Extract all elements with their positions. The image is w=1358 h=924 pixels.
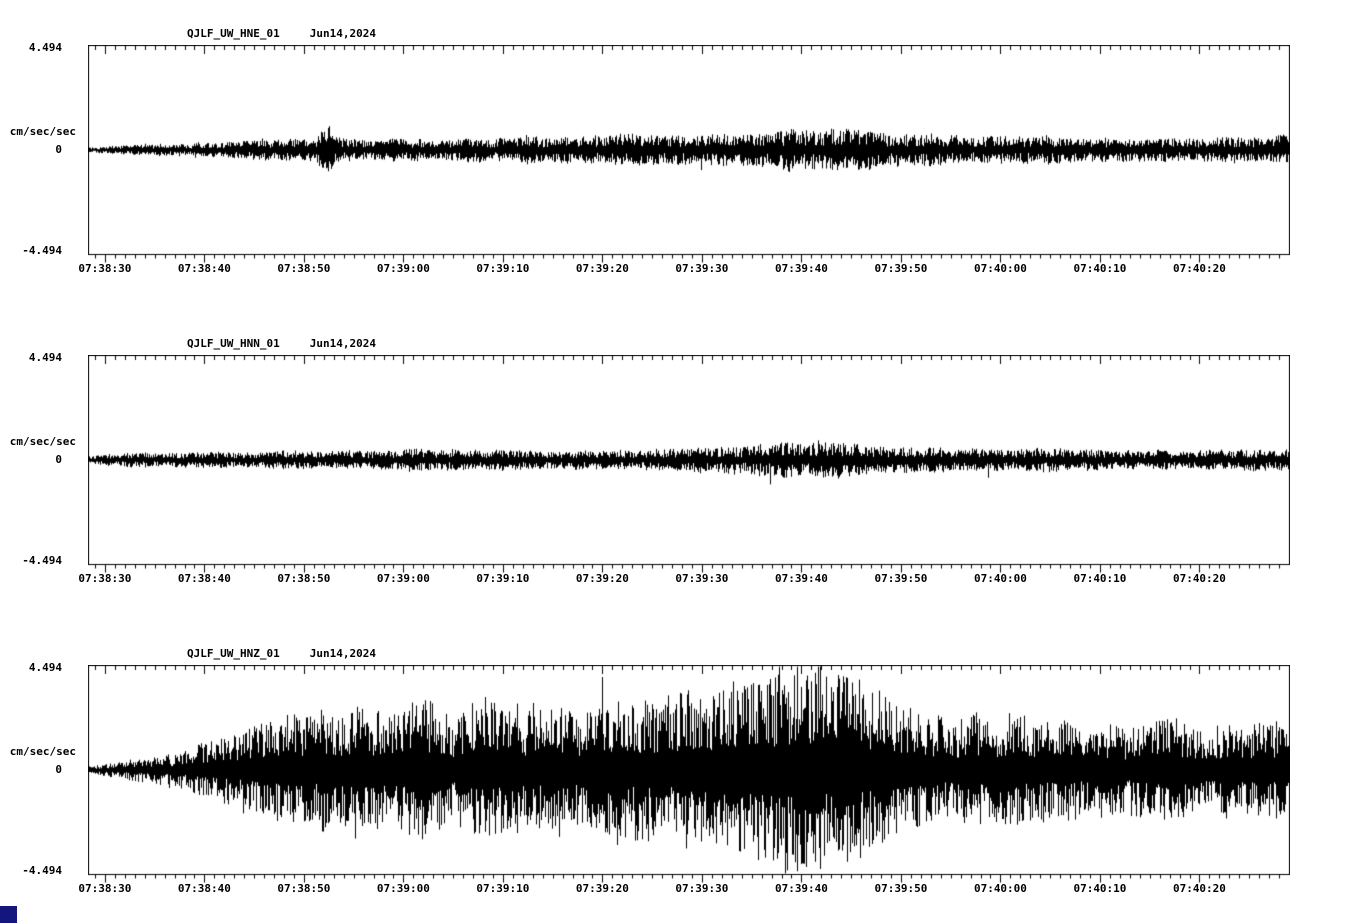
x-tick-label: 07:40:20 xyxy=(1172,882,1226,895)
y-axis-zero-label: 0 xyxy=(55,763,62,776)
x-tick-label: 07:40:20 xyxy=(1172,262,1226,275)
panel-title-row: QJLF_UW_HNN_01 Jun14,2024 xyxy=(187,337,376,350)
x-axis-tick-labels: 07:38:30 07:38:40 07:38:50 07:39:00 07:39:10… xyxy=(78,882,1290,896)
x-tick-label: 07:39:30 xyxy=(675,882,729,895)
x-tick-label: 07:38:30 xyxy=(78,882,132,895)
x-tick-label: 07:39:40 xyxy=(774,572,828,585)
x-axis-tick-labels: 07:38:30 07:38:40 07:38:50 07:39:00 07:39:10… xyxy=(78,262,1290,276)
waveform-canvas-hne xyxy=(88,45,1290,267)
x-tick-label: 07:38:40 xyxy=(177,572,231,585)
x-tick-label: 07:40:10 xyxy=(1073,572,1127,585)
y-axis-unit-label: cm/sec/sec xyxy=(9,435,76,448)
x-tick-label: 07:40:00 xyxy=(973,262,1027,275)
x-tick-label: 07:39:00 xyxy=(376,882,430,895)
waveform-canvas-hnn xyxy=(88,355,1290,577)
panel-title-row: QJLF_UW_HNE_01 Jun14,2024 xyxy=(187,27,376,40)
panel-title-row: QJLF_UW_HNZ_01 Jun14,2024 xyxy=(187,647,376,660)
x-tick-label: 07:39:20 xyxy=(575,882,629,895)
x-tick-label: 07:38:50 xyxy=(277,262,331,275)
x-tick-label: 07:39:40 xyxy=(774,262,828,275)
x-tick-label: 07:39:50 xyxy=(874,882,928,895)
x-tick-label: 07:39:00 xyxy=(376,572,430,585)
x-tick-label: 07:40:00 xyxy=(973,882,1027,895)
y-axis-zero-label: 0 xyxy=(55,453,62,466)
channel-title: QJLF_UW_HNE_01 xyxy=(187,27,280,40)
date-label: Jun14,2024 xyxy=(309,647,376,660)
x-tick-label: 07:40:10 xyxy=(1073,882,1127,895)
y-axis-unit-label: cm/sec/sec xyxy=(9,125,76,138)
x-tick-label: 07:38:40 xyxy=(177,262,231,275)
x-tick-label: 07:39:40 xyxy=(774,882,828,895)
y-axis-max-label: 4.494 xyxy=(28,661,62,674)
x-tick-label: 07:39:00 xyxy=(376,262,430,275)
date-label: Jun14,2024 xyxy=(309,337,376,350)
x-tick-label: 07:38:50 xyxy=(277,572,331,585)
x-tick-label: 07:39:30 xyxy=(675,262,729,275)
channel-title: QJLF_UW_HNN_01 xyxy=(187,337,280,350)
x-tick-label: 07:39:10 xyxy=(476,572,530,585)
x-tick-label: 07:39:10 xyxy=(476,262,530,275)
y-axis-min-label: -4.494 xyxy=(22,244,62,257)
x-tick-label: 07:39:50 xyxy=(874,572,928,585)
x-tick-label: 07:40:00 xyxy=(973,572,1027,585)
y-axis-unit-label: cm/sec/sec xyxy=(9,745,76,758)
y-axis-max-label: 4.494 xyxy=(28,351,62,364)
waveform-canvas-hnz xyxy=(88,665,1290,887)
x-tick-label: 07:38:50 xyxy=(277,882,331,895)
x-tick-label: 07:38:30 xyxy=(78,262,132,275)
x-tick-label: 07:39:30 xyxy=(675,572,729,585)
x-axis-tick-labels: 07:38:30 07:38:40 07:38:50 07:39:00 07:39:10… xyxy=(78,572,1290,586)
y-axis-min-label: -4.494 xyxy=(22,864,62,877)
x-tick-label: 07:39:20 xyxy=(575,262,629,275)
y-axis-zero-label: 0 xyxy=(55,143,62,156)
x-tick-label: 07:39:20 xyxy=(575,572,629,585)
y-axis-min-label: -4.494 xyxy=(22,554,62,567)
channel-title: QJLF_UW_HNZ_01 xyxy=(187,647,280,660)
x-tick-label: 07:39:10 xyxy=(476,882,530,895)
x-tick-label: 07:40:20 xyxy=(1172,572,1226,585)
x-tick-label: 07:38:30 xyxy=(78,572,132,585)
x-tick-label: 07:39:50 xyxy=(874,262,928,275)
x-tick-label: 07:38:40 xyxy=(177,882,231,895)
y-axis-max-label: 4.494 xyxy=(28,41,62,54)
date-label: Jun14,2024 xyxy=(309,27,376,40)
bottom-left-square xyxy=(0,906,17,923)
x-tick-label: 07:40:10 xyxy=(1073,262,1127,275)
